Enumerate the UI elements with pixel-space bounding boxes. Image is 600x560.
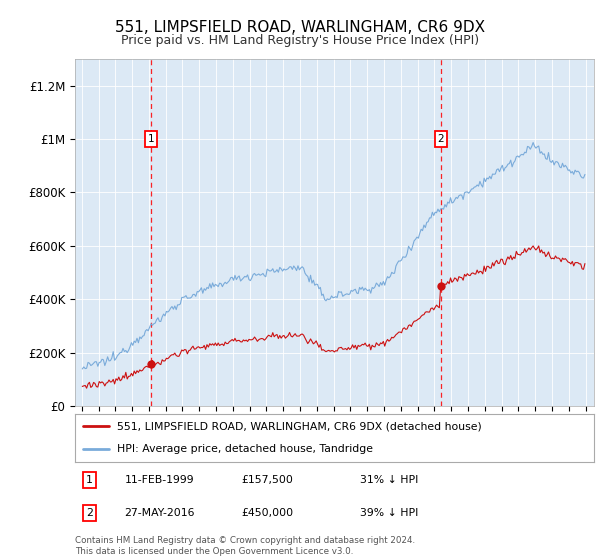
Text: 31% ↓ HPI: 31% ↓ HPI xyxy=(361,475,419,486)
Text: £450,000: £450,000 xyxy=(241,508,293,518)
Text: 551, LIMPSFIELD ROAD, WARLINGHAM, CR6 9DX (detached house): 551, LIMPSFIELD ROAD, WARLINGHAM, CR6 9D… xyxy=(116,421,481,431)
Text: Price paid vs. HM Land Registry's House Price Index (HPI): Price paid vs. HM Land Registry's House … xyxy=(121,34,479,46)
Text: 551, LIMPSFIELD ROAD, WARLINGHAM, CR6 9DX: 551, LIMPSFIELD ROAD, WARLINGHAM, CR6 9D… xyxy=(115,20,485,35)
Text: 27-MAY-2016: 27-MAY-2016 xyxy=(124,508,195,518)
Text: HPI: Average price, detached house, Tandridge: HPI: Average price, detached house, Tand… xyxy=(116,444,373,454)
Text: 11-FEB-1999: 11-FEB-1999 xyxy=(124,475,194,486)
Text: 1: 1 xyxy=(148,134,154,144)
Text: 2: 2 xyxy=(86,508,93,518)
Text: £157,500: £157,500 xyxy=(241,475,293,486)
Text: Contains HM Land Registry data © Crown copyright and database right 2024.
This d: Contains HM Land Registry data © Crown c… xyxy=(75,536,415,556)
Text: 1: 1 xyxy=(86,475,93,486)
Text: 2: 2 xyxy=(437,134,444,144)
Text: 39% ↓ HPI: 39% ↓ HPI xyxy=(361,508,419,518)
